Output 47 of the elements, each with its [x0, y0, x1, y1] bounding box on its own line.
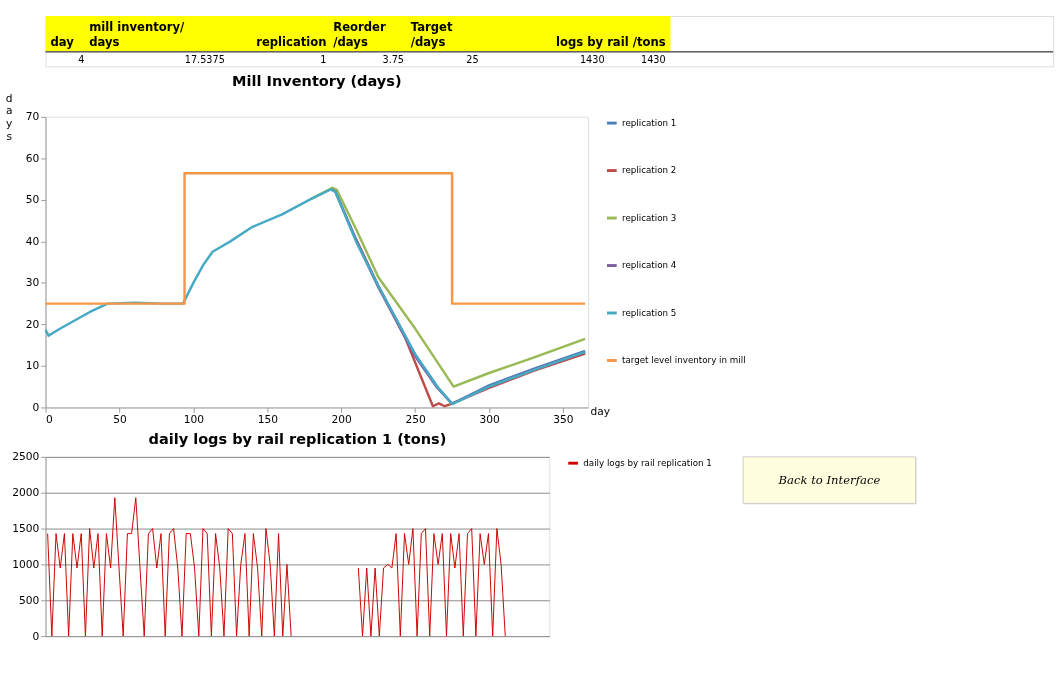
text: replication — [256, 35, 327, 50]
y-tick-label: 50 — [25, 193, 40, 207]
x-tick-label: 50 — [113, 413, 127, 427]
text: Back to Interface — [777, 473, 881, 488]
y-tick-label: 0 — [32, 629, 40, 643]
legend-label: replication 4 — [622, 260, 677, 271]
text: 1430 — [641, 53, 666, 65]
text: 4 — [78, 53, 85, 65]
x-tick-label: 350 — [553, 413, 574, 427]
chart-title: daily logs by rail replication 1 (tons) — [148, 431, 447, 448]
text: 25 — [466, 53, 479, 65]
legend-label: replication 2 — [622, 165, 677, 176]
x-tick-label: 250 — [405, 413, 427, 427]
legend-label: daily logs by rail replication 1 — [583, 458, 712, 469]
text: day — [50, 35, 75, 50]
x-tick-label: 200 — [331, 413, 353, 427]
y-axis-title: days — [5, 91, 13, 143]
y-tick-label: 500 — [18, 593, 40, 607]
chart-title: Mill Inventory (days) — [232, 72, 402, 89]
legend-label: replication 5 — [622, 307, 677, 318]
x-tick-label: 0 — [46, 413, 54, 427]
text: Reorder /days — [333, 19, 386, 50]
text: mill inventory/ days — [89, 19, 185, 50]
x-axis-title: day — [590, 404, 611, 418]
y-tick-label: 10 — [25, 359, 40, 373]
text: 17.5375 — [184, 53, 225, 65]
text: Target /days — [410, 19, 453, 50]
y-tick-label: 20 — [25, 317, 40, 331]
y-tick-label: 1000 — [12, 557, 40, 571]
y-tick-label: 70 — [25, 110, 40, 124]
y-tick-label: 0 — [32, 400, 40, 414]
text: 3.75 — [382, 53, 405, 65]
text: 1430 — [579, 53, 605, 65]
text: logs by rail /tons — [555, 35, 666, 50]
y-tick-label: 40 — [25, 234, 40, 248]
y-tick-label: 1500 — [12, 521, 40, 535]
y-tick-label: 30 — [25, 276, 40, 290]
x-tick-label: 150 — [257, 413, 279, 427]
legend-label: replication 3 — [622, 212, 677, 223]
legend-label: replication 1 — [622, 118, 677, 128]
x-tick-label: 300 — [479, 413, 500, 427]
y-tick-label: 2000 — [12, 486, 40, 500]
x-tick-label: 100 — [183, 413, 205, 427]
y-tick-label: 60 — [25, 151, 40, 165]
text: 1 — [320, 53, 327, 65]
y-tick-label: 2500 — [12, 450, 40, 464]
legend-label: target level inventory in mill — [622, 355, 746, 366]
